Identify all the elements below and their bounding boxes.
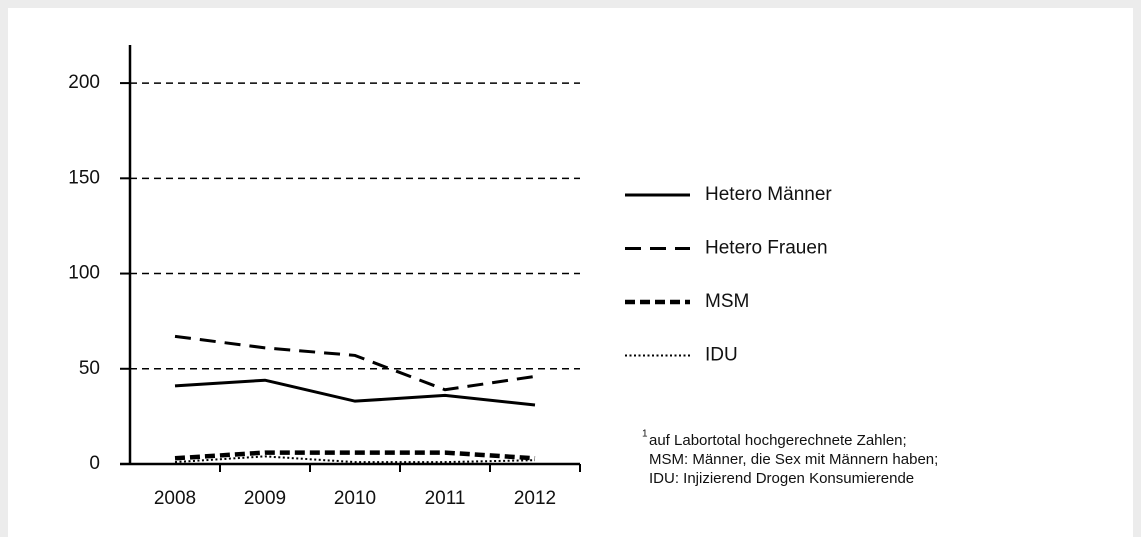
y-tick-label: 100 — [68, 263, 100, 284]
panel — [8, 8, 1133, 537]
x-tick-label: 2009 — [244, 488, 286, 509]
legend-label: IDU — [705, 345, 738, 366]
footnote: MSM: Männer, die Sex mit Männern haben; — [649, 451, 938, 468]
x-tick-label: 2011 — [425, 488, 466, 509]
legend-label: MSM — [705, 291, 749, 312]
footnote-marker: 1 — [642, 429, 648, 440]
x-tick-label: 2012 — [514, 488, 556, 509]
footnote: auf Labortotal hochgerechnete Zahlen; — [649, 432, 907, 449]
legend-label: Hetero Frauen — [705, 238, 828, 259]
y-tick-label: 50 — [79, 358, 100, 379]
y-tick-label: 150 — [68, 167, 100, 188]
footnote: IDU: Injizierend Drogen Konsumierende — [649, 470, 914, 487]
series-line — [174, 455, 536, 464]
y-tick-label: 0 — [89, 453, 100, 474]
series-line — [174, 334, 536, 392]
legend-label: Hetero Männer — [705, 184, 832, 205]
series-line — [174, 378, 536, 407]
series-line — [174, 450, 536, 461]
y-tick-label: 200 — [68, 72, 100, 93]
x-tick-label: 2010 — [334, 488, 376, 509]
x-tick-label: 2008 — [154, 488, 196, 509]
